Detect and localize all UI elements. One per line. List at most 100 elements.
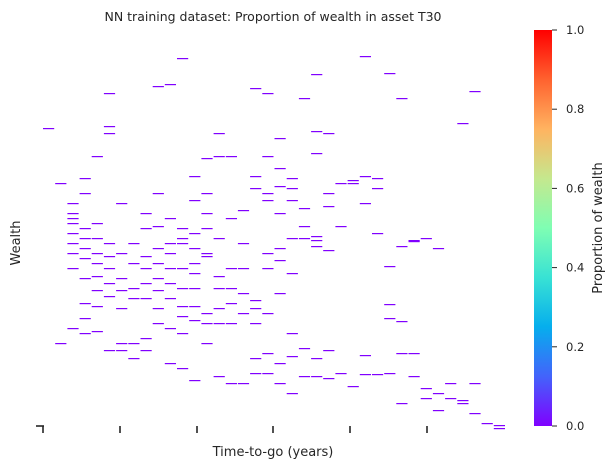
heatmap-cell [225,156,237,158]
heatmap-cell [79,278,91,280]
heatmap-cell [164,253,176,255]
heatmap-cell [274,248,286,250]
heatmap-cell [201,253,213,255]
heatmap-cell [201,193,213,195]
heatmap-cell [116,278,128,280]
heatmap-cell [91,238,103,240]
heatmap-cell [372,178,384,180]
colorbar-tick-label: 0.2 [566,340,584,354]
heatmap-cell [177,238,189,240]
heatmap-cell [311,153,323,155]
heatmap-cell [91,253,103,255]
heatmap-cell [298,208,311,210]
heatmap-cell [103,243,116,245]
heatmap-cell [177,268,189,270]
heatmap-cell [164,283,176,285]
heatmap-cell [262,200,274,202]
heatmap-cell [177,368,189,370]
heatmap-cell [189,248,201,250]
heatmap-cell [384,266,396,268]
heatmap-cell [116,308,128,310]
heatmap-cell [189,380,201,382]
heatmap-cell [493,425,505,427]
heatmap-cell [128,298,140,300]
heatmap-cell [359,56,371,58]
heatmap-cell [274,293,286,295]
heatmap-cell [152,278,164,280]
heatmap-cell [213,156,225,158]
heatmap-cell [116,343,128,345]
heatmap-cell [457,123,469,125]
heatmap-cell [103,268,116,270]
heatmap-cell [213,308,225,310]
heatmap-cell [311,246,323,248]
heatmap-cell [189,233,201,235]
heatmap-cell [237,383,250,385]
heatmap-cell [274,260,286,262]
heatmap-cell [140,338,152,340]
heatmap-cell [128,263,140,265]
heatmap-cell [298,226,311,228]
heatmap-cell [189,273,201,275]
heatmap-cell [384,73,396,75]
colorbar-gradient [534,30,552,426]
heatmap-cell [55,183,67,185]
heatmap-cell [201,323,213,325]
heatmap-cell [469,413,481,415]
heatmap-cell [177,316,189,318]
heatmap-cell [140,283,152,285]
heatmap-cell [67,268,79,270]
heatmap-cell [286,188,298,190]
heatmap-cell [152,248,164,250]
heatmap-cell [469,91,481,93]
heatmap-cell [323,350,335,352]
heatmap-cell [457,400,469,402]
heatmap-cell [103,133,116,135]
colorbar-tick-label: 0.6 [566,181,584,195]
heatmap-cell [262,268,274,270]
heatmap-cell [408,353,420,355]
heatmap-cell [286,333,298,335]
heatmap-cell [91,290,103,292]
heatmap-cell [164,243,176,245]
heatmap-cell [311,240,323,242]
heatmap-cell [274,383,286,385]
heatmap-cell [323,250,335,252]
heatmap-cell [311,236,323,238]
heatmap-cell [274,186,286,188]
heatmap-cell [432,248,445,250]
heatmap-cell [103,296,116,298]
colorbar-tick-label: 0.0 [566,419,584,433]
heatmap-cell [298,238,311,240]
heatmap-cell [79,238,91,240]
heatmap-cell [189,176,201,178]
heatmap-cell [189,320,201,322]
heatmap-cell [201,313,213,315]
heatmap-cell [116,253,128,255]
heatmap-cell [372,233,384,235]
heatmap-cell [250,176,262,178]
heatmap-cell [286,200,298,202]
heatmap-cell [298,348,311,350]
heatmap-cell [91,276,103,278]
heatmap-cell [67,223,79,225]
heatmap-cell [213,276,225,278]
heatmap-cell [384,373,396,375]
heatmap-cell [445,398,457,400]
heatmap-cell [493,428,505,430]
heatmap-cell [91,331,103,333]
heatmap-cell [189,306,201,308]
heatmap-cell [164,363,176,365]
heatmap-cell [420,238,432,240]
heatmap-cell [116,350,128,352]
heatmap-cell [335,226,347,228]
colorbar-tick-label: 0.4 [566,261,584,275]
heatmap-cell [225,323,237,325]
heatmap-cell [274,213,286,215]
heatmap-cell [140,256,152,258]
heatmap-cell [103,126,116,128]
heatmap-cell [347,180,359,182]
heatmap-cell [128,358,140,360]
heatmap-cell [408,240,420,242]
